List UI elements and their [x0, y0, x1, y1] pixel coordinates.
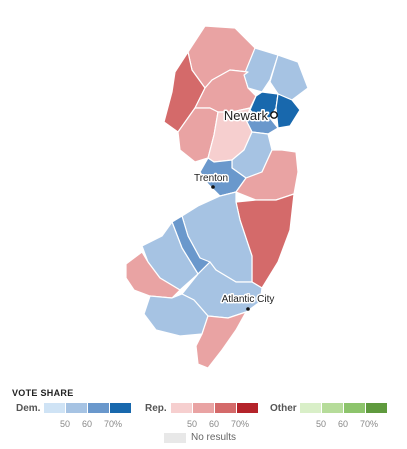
city-label-atlantic-city-halo: Atlantic City	[222, 294, 275, 305]
city-label-atlantic-city: Atlantic City	[222, 294, 275, 305]
legend-rep-swatch-3	[215, 403, 236, 413]
city-label-trenton: Trenton	[194, 173, 228, 184]
legend-no-results-swatch	[164, 433, 186, 443]
legend-dem-swatch-2	[66, 403, 87, 413]
county-hudson[interactable]	[275, 93, 301, 129]
legend-dem-tick-60: 60	[82, 419, 93, 429]
legend-dem-swatch-1	[44, 403, 65, 413]
city-label-trenton-halo: Trenton	[194, 173, 228, 184]
county-salem[interactable]	[125, 251, 181, 299]
legend-dem-tick-50: 50	[60, 419, 71, 429]
legend-no-results-label: No results	[191, 432, 237, 443]
legend-other-tick-50: 50	[316, 419, 327, 429]
legend-rep-tick-70: 70%	[231, 419, 250, 429]
legend-other-tick-60: 60	[338, 419, 349, 429]
legend-dem-swatch-4	[110, 403, 131, 413]
city-label-newark-halo: Newark	[224, 108, 269, 123]
city-markers: Newark Newark Trenton Trenton Atlantic C…	[192, 107, 278, 311]
legend-rep-label: Rep.	[145, 403, 167, 414]
county-cape-may[interactable]	[195, 311, 247, 369]
city-marker-newark	[270, 111, 278, 119]
legend-other-swatch-2	[322, 403, 343, 413]
legend-other-label: Other	[270, 403, 297, 414]
legend-other-swatch-1	[300, 403, 321, 413]
counties	[125, 25, 309, 369]
city-label-newark: Newark	[224, 108, 269, 123]
legend-other-tick-70: 70%	[360, 419, 379, 429]
legend-other-swatches	[300, 403, 388, 413]
legend-rep: Rep. 50 60 70%	[145, 402, 265, 432]
legend-rep-tick-50: 50	[187, 419, 198, 429]
legend-dem: Dem. 50 60 70%	[12, 402, 137, 432]
legend-rep-swatch-2	[193, 403, 214, 413]
legend-title: VOTE SHARE	[12, 388, 74, 398]
legend-rep-swatch-1	[171, 403, 192, 413]
legend-rep-swatch-4	[237, 403, 258, 413]
legend-other: Other 50 60 70%	[270, 402, 395, 432]
city-marker-atlantic-city	[246, 307, 250, 311]
legend-dem-swatch-3	[88, 403, 109, 413]
city-marker-trenton	[211, 185, 215, 189]
legend-rep-swatches	[171, 403, 259, 413]
legend-dem-tick-70: 70%	[104, 419, 123, 429]
legend-other-swatch-4	[366, 403, 387, 413]
legend-dem-swatches	[44, 403, 132, 413]
legend-other-swatch-3	[344, 403, 365, 413]
legend-dem-label: Dem.	[16, 403, 41, 414]
legend-rep-tick-60: 60	[209, 419, 220, 429]
